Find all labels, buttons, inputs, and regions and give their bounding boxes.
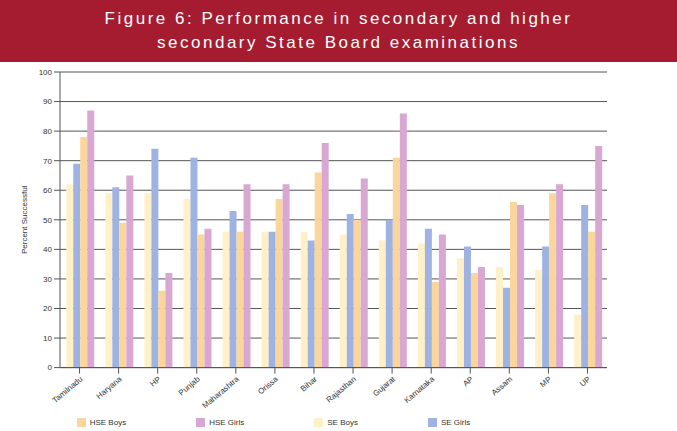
svg-text:0: 0 bbox=[48, 363, 53, 372]
svg-text:AP: AP bbox=[461, 375, 475, 389]
svg-text:HP: HP bbox=[148, 375, 162, 389]
svg-text:20: 20 bbox=[43, 304, 52, 313]
html-text:SE Boys: SE Boys bbox=[327, 417, 358, 427]
html-text:SE Girls: SE Girls bbox=[441, 417, 471, 427]
svg-text:Gujarat: Gujarat bbox=[371, 374, 397, 398]
svg-text:30: 30 bbox=[43, 275, 52, 284]
svg-text:90: 90 bbox=[43, 97, 52, 106]
svg-text:70: 70 bbox=[43, 157, 52, 166]
svg-text:UP: UP bbox=[578, 375, 592, 389]
svg-text:Maharashtra: Maharashtra bbox=[201, 374, 242, 410]
svg-text:Orissa: Orissa bbox=[256, 374, 280, 396]
html-text:Figure 6: Performance in secon: Figure 6: Performance in secondary and h… bbox=[104, 9, 573, 52]
svg-text:80: 80 bbox=[43, 127, 52, 136]
svg-text:Assam: Assam bbox=[490, 374, 515, 397]
svg-text:60: 60 bbox=[43, 186, 52, 195]
svg-text:10: 10 bbox=[43, 334, 52, 343]
svg-text:40: 40 bbox=[43, 245, 52, 254]
svg-text:Bihar: Bihar bbox=[299, 374, 319, 393]
html-text:HSE Boys: HSE Boys bbox=[89, 417, 127, 427]
svg-text:50: 50 bbox=[43, 216, 52, 225]
html-text:HSE Girls: HSE Girls bbox=[209, 417, 245, 427]
svg-text:100: 100 bbox=[39, 68, 53, 77]
svg-text:Rajasthan: Rajasthan bbox=[325, 375, 358, 405]
svg-text:Tamilnadu: Tamilnadu bbox=[51, 375, 85, 405]
svg-text:Karnataka: Karnataka bbox=[402, 374, 436, 405]
svg-text:Punjab: Punjab bbox=[177, 374, 202, 397]
svg-text:MP: MP bbox=[538, 375, 553, 390]
svg-text:Percent Successful: Percent Successful bbox=[20, 185, 29, 254]
svg-text:Haryana: Haryana bbox=[95, 374, 124, 401]
